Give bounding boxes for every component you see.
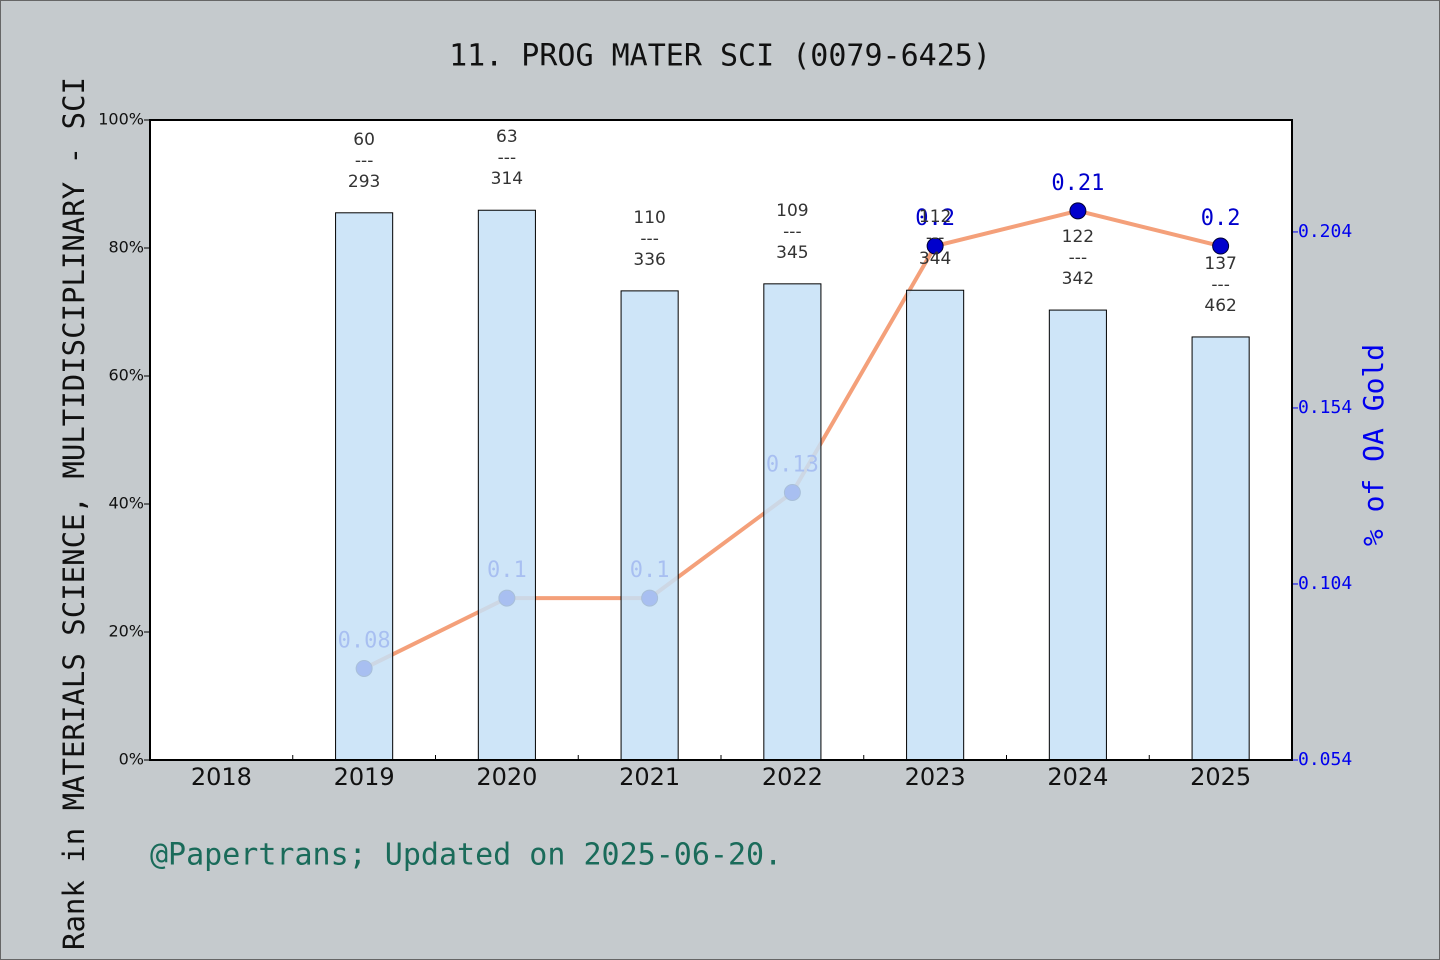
plot-border <box>149 119 1293 761</box>
total-label: 342 <box>1062 269 1094 289</box>
rank-label: 63 <box>496 127 518 147</box>
rank-separator: --- <box>926 228 944 248</box>
bar <box>335 212 394 761</box>
y-tick-label: 0% <box>119 750 144 769</box>
total-label: 336 <box>633 250 665 270</box>
y2-tick-label: 0.054 <box>1298 749 1352 770</box>
y2-tick-label: 0.104 <box>1298 573 1352 594</box>
rank-separator: --- <box>640 229 658 249</box>
data-label: 0.2 <box>915 206 955 231</box>
x-tick-label: 2021 <box>619 763 680 791</box>
rank-separator: --- <box>1211 275 1229 295</box>
y-tick-label: 40% <box>108 494 144 513</box>
y2-axis-label: % of OA Gold <box>1357 344 1390 546</box>
y-tick-label: 20% <box>108 622 144 641</box>
y2-tick-label: 0.154 <box>1298 397 1352 418</box>
rank-separator: --- <box>498 148 516 168</box>
rank-label: 112 <box>919 207 951 227</box>
total-label: 462 <box>1204 296 1236 316</box>
rank-label: 109 <box>776 201 808 221</box>
x-tick-label: 2023 <box>905 763 966 791</box>
total-label: 314 <box>491 169 523 189</box>
data-label: 0.21 <box>1051 171 1104 196</box>
rank-label: 110 <box>633 208 665 228</box>
y-tick-label: 80% <box>108 238 144 257</box>
footer: @Papertrans; Updated on 2025-06-20. <box>150 838 782 873</box>
point <box>1212 237 1230 255</box>
bar <box>620 290 679 761</box>
point <box>926 237 944 255</box>
bar <box>763 283 822 761</box>
x-tick-label: 2025 <box>1190 763 1251 791</box>
bar <box>906 289 965 761</box>
x-tick-label: 2018 <box>191 763 252 791</box>
x-tick-label: 2019 <box>334 763 395 791</box>
total-label: 344 <box>919 249 951 269</box>
y-tick-label: 60% <box>108 366 144 385</box>
rank-label: 122 <box>1062 227 1094 247</box>
y-tick-label: 100% <box>98 110 144 129</box>
data-label: 0.2 <box>1201 206 1241 231</box>
x-tick-label: 2020 <box>476 763 537 791</box>
y2-tick-label: 0.204 <box>1298 221 1352 242</box>
chart-title: 11. PROG MATER SCI (0079-6425) <box>449 39 991 74</box>
bar <box>1191 336 1250 761</box>
y-axis-label: Rank in MATERIALS SCIENCE, MULTIDISCIPLI… <box>57 77 91 950</box>
rank-separator: --- <box>783 222 801 242</box>
total-label: 293 <box>348 172 380 192</box>
rank-label: 137 <box>1204 254 1236 274</box>
rank-separator: --- <box>1069 248 1087 268</box>
rank-label: 60 <box>353 130 375 150</box>
bar <box>477 209 536 761</box>
rank-separator: --- <box>355 151 373 171</box>
total-label: 345 <box>776 243 808 263</box>
plot-area <box>150 120 1292 760</box>
x-tick-label: 2022 <box>762 763 823 791</box>
point <box>1069 202 1087 220</box>
bar <box>1048 309 1107 761</box>
x-tick-label: 2024 <box>1047 763 1108 791</box>
